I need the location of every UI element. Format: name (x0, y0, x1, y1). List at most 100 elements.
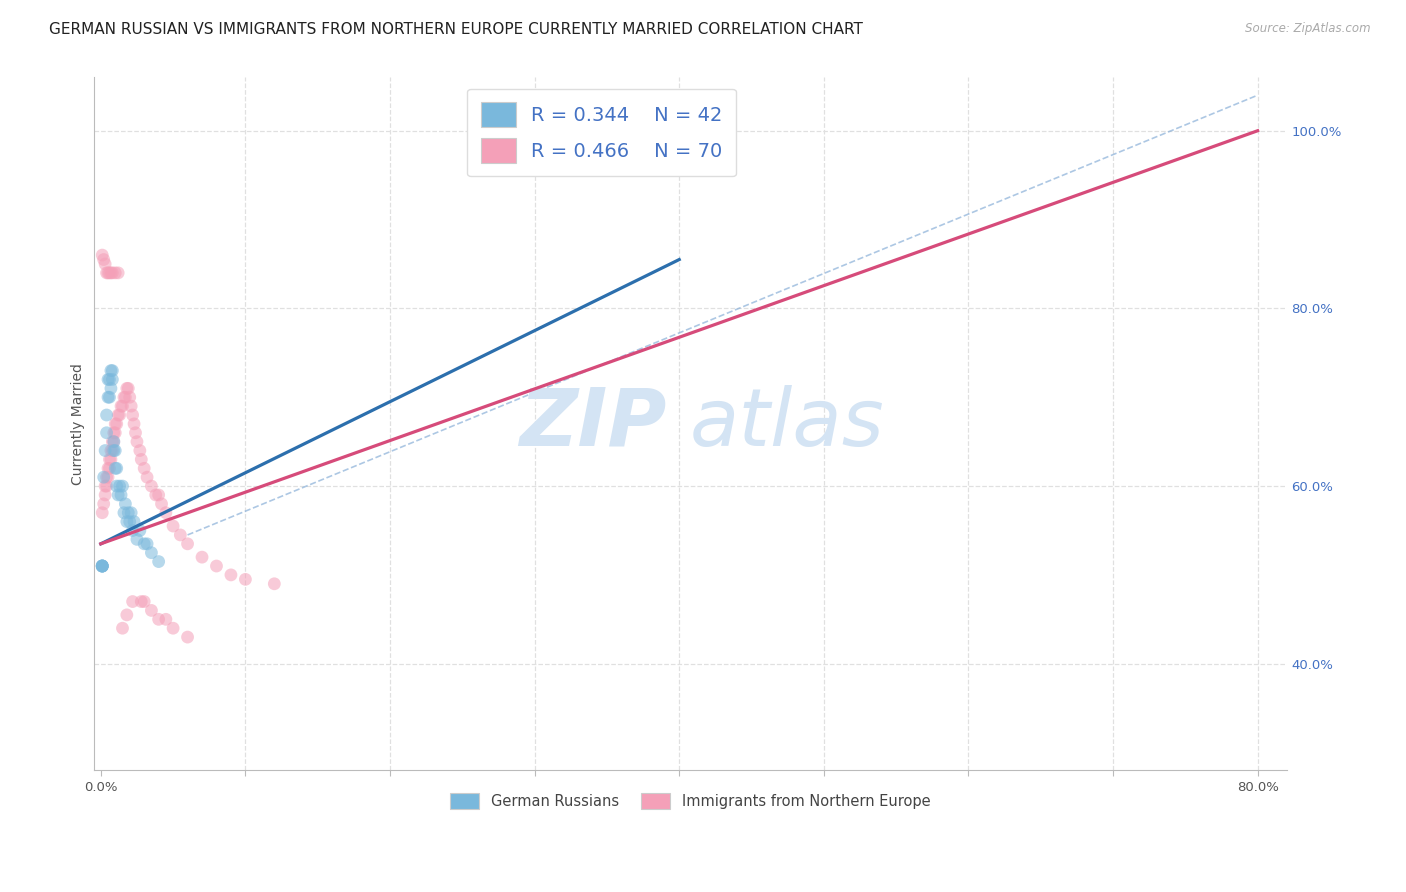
Point (93, 252, 115, 267)
Point (125, 533, 148, 547)
Point (111, 479, 134, 493)
Point (219, 568, 242, 582)
Point (105, 417, 128, 431)
Point (97, 390, 120, 404)
Text: GERMAN RUSSIAN VS IMMIGRANTS FROM NORTHERN EUROPE CURRENTLY MARRIED CORRELATION : GERMAN RUSSIAN VS IMMIGRANTS FROM NORTHE… (49, 22, 863, 37)
Point (111, 399, 134, 413)
Point (100, 452, 122, 467)
Point (91, 559, 114, 574)
Point (91, 559, 114, 574)
Point (94, 488, 117, 502)
Text: atlas: atlas (690, 384, 884, 463)
Point (105, 461, 128, 475)
Point (107, 408, 129, 422)
Text: ZIP: ZIP (519, 384, 666, 463)
Point (103, 443, 125, 458)
Point (128, 443, 150, 458)
Point (104, 266, 127, 280)
Point (120, 399, 142, 413)
Point (125, 434, 148, 449)
Point (97, 372, 120, 386)
Point (94, 443, 117, 458)
Point (134, 537, 156, 551)
Point (115, 381, 138, 395)
Point (94, 479, 117, 493)
Legend: German Russians, Immigrants from Northern Europe: German Russians, Immigrants from Norther… (444, 788, 936, 815)
Point (155, 506, 177, 520)
Point (148, 555, 170, 569)
Point (118, 390, 141, 404)
Point (96, 479, 118, 493)
Point (94, 257, 117, 271)
Point (155, 612, 177, 626)
Point (100, 443, 122, 458)
Point (136, 470, 159, 484)
Point (103, 425, 125, 440)
Point (98, 390, 121, 404)
Point (91, 559, 114, 574)
Point (263, 576, 285, 591)
Point (100, 266, 122, 280)
Point (148, 612, 170, 626)
Point (114, 497, 136, 511)
Point (141, 546, 163, 560)
Point (98, 372, 121, 386)
Point (121, 594, 143, 608)
Point (112, 390, 135, 404)
Point (97, 266, 120, 280)
Point (96, 408, 118, 422)
Point (191, 550, 214, 565)
Point (96, 266, 118, 280)
Point (103, 434, 125, 449)
Point (114, 390, 136, 404)
Point (100, 363, 122, 377)
Point (128, 524, 150, 538)
Point (235, 572, 257, 586)
Point (105, 479, 128, 493)
Point (110, 399, 132, 413)
Point (115, 607, 138, 622)
Point (93, 497, 115, 511)
Point (91, 559, 114, 574)
Point (101, 266, 124, 280)
Point (103, 434, 125, 449)
Point (120, 506, 142, 520)
Point (107, 488, 129, 502)
Point (176, 537, 198, 551)
Point (91, 559, 114, 574)
Point (91, 506, 114, 520)
Point (134, 594, 156, 608)
Point (162, 519, 184, 533)
Point (101, 363, 124, 377)
Point (145, 488, 167, 502)
Point (176, 630, 198, 644)
Point (108, 408, 131, 422)
Point (169, 528, 191, 542)
Y-axis label: Currently Married: Currently Married (72, 363, 86, 485)
Point (162, 621, 184, 635)
Point (117, 381, 139, 395)
Point (112, 506, 135, 520)
Point (91, 248, 114, 262)
Point (141, 603, 163, 617)
Point (101, 434, 124, 449)
Point (129, 594, 152, 608)
Point (110, 488, 132, 502)
Point (98, 266, 121, 280)
Point (100, 381, 122, 395)
Point (104, 443, 127, 458)
Point (134, 461, 156, 475)
Point (115, 515, 138, 529)
Point (97, 470, 120, 484)
Point (98, 452, 121, 467)
Point (108, 479, 131, 493)
Point (98, 461, 121, 475)
Point (121, 408, 143, 422)
Point (104, 417, 127, 431)
Point (96, 470, 118, 484)
Point (97, 461, 120, 475)
Point (121, 524, 143, 538)
Point (104, 461, 127, 475)
Point (122, 417, 145, 431)
Point (150, 497, 173, 511)
